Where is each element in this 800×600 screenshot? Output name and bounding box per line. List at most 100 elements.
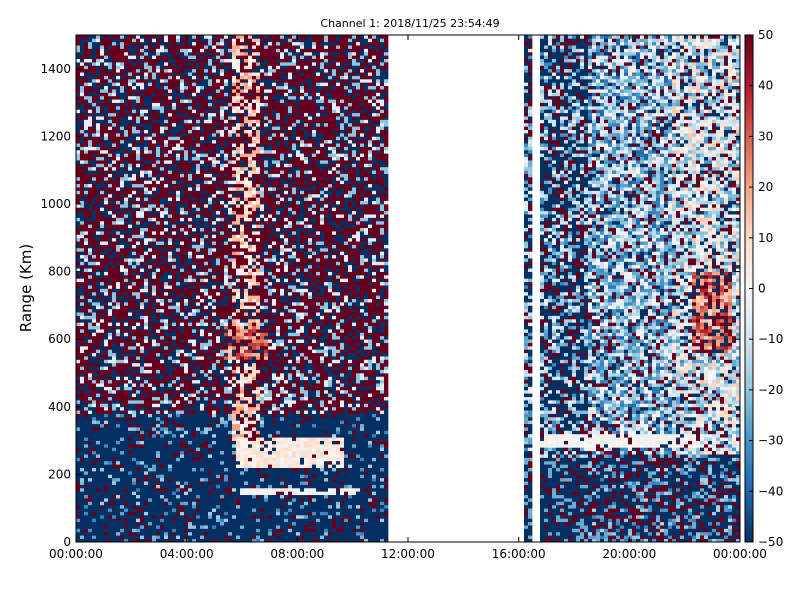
heatmap-column: [688, 35, 693, 543]
heatmap-column: [284, 35, 289, 543]
heatmap-column: [568, 35, 573, 543]
heatmap-column: [376, 35, 381, 543]
heatmap-column: [296, 35, 301, 543]
heatmap-column: [660, 35, 665, 543]
heatmap-column: [280, 35, 285, 543]
y-axis: 0 200 400 600 800 1000 1200 1400: [40, 62, 740, 549]
heatmap-column: [148, 35, 153, 543]
heatmap-column: [196, 35, 201, 543]
heatmap-column: [244, 35, 249, 543]
heatmap-column: [700, 35, 705, 543]
y-tick-label: 200: [48, 467, 71, 481]
heatmap-column: [632, 35, 637, 543]
heatmap-column: [548, 35, 553, 543]
heatmap-column: [604, 35, 609, 543]
heatmap-column: [736, 35, 741, 543]
heatmap-column: [732, 35, 737, 543]
heatmap-column: [236, 35, 241, 543]
heatmap-column: [372, 35, 377, 543]
heatmap-column: [348, 35, 353, 543]
heatmap-column: [272, 35, 277, 543]
colorbar-tick-label: −10: [758, 332, 783, 346]
heatmap-column: [656, 35, 661, 543]
heatmap-column: [220, 35, 225, 543]
heatmap-column: [200, 35, 205, 543]
heatmap-column: [584, 35, 589, 543]
heatmap-column: [224, 35, 229, 543]
heatmap-column: [588, 35, 593, 543]
heatmap-column: [180, 35, 185, 543]
x-tick-label: 04:00:00: [160, 547, 214, 561]
heatmap-column: [648, 35, 653, 543]
heatmap-column: [324, 35, 329, 543]
heatmap-column: [216, 35, 221, 543]
heatmap-column: [108, 35, 113, 543]
heatmap-column: [576, 35, 581, 543]
heatmap-column: [616, 35, 621, 543]
heatmap-column: [728, 35, 733, 543]
y-tick-label: 1400: [40, 62, 71, 76]
heatmap-column: [628, 35, 633, 543]
heatmap-column: [572, 35, 577, 543]
heatmap-column: [308, 35, 313, 543]
heatmap-column: [668, 35, 673, 543]
heatmap-column: [680, 35, 685, 543]
heatmap-column: [212, 35, 217, 543]
heatmap-column: [340, 35, 345, 543]
colorbar-ticks: 50 40 30 20 10 0 −10 −20 −30 −40 −50: [749, 28, 783, 549]
heatmap-column: [592, 35, 597, 543]
heatmap-column: [364, 35, 369, 543]
x-tick-label: 16:00:00: [492, 547, 546, 561]
colorbar-tick-label: −40: [758, 484, 783, 498]
heatmap-column: [724, 35, 729, 543]
heatmap-column: [144, 35, 149, 543]
heatmap-column: [596, 35, 601, 543]
y-tick-label: 1000: [40, 197, 71, 211]
heatmap-column: [684, 35, 689, 543]
heatmap-column: [652, 35, 657, 543]
y-axis-label: Range (Km): [17, 244, 35, 332]
heatmap-column: [116, 35, 121, 543]
y-tick-label: 600: [48, 332, 71, 346]
heatmap-column: [128, 35, 133, 543]
heatmap-column: [84, 35, 89, 543]
heatmap-column: [112, 35, 117, 543]
x-tick-label: 20:00:00: [602, 547, 656, 561]
heatmap-column: [188, 35, 193, 543]
heatmap-column: [580, 35, 585, 543]
heatmap-column: [156, 35, 161, 543]
x-tick-label: 08:00:00: [270, 547, 324, 561]
heatmap-column: [168, 35, 173, 543]
x-axis: 00:00:00 04:00:00 08:00:00 12:00:00 16:00:00…: [49, 35, 767, 561]
heatmap-column: [152, 35, 157, 543]
heatmap-column: [676, 35, 681, 543]
heatmap-column: [260, 35, 265, 543]
heatmap-column: [164, 35, 169, 543]
colorbar-tick-label: 30: [758, 129, 773, 143]
heatmap-column: [172, 35, 177, 543]
heatmap-column: [600, 35, 605, 543]
y-tick-label: 400: [48, 400, 71, 414]
heatmap-column: [268, 35, 273, 543]
heatmap-column: [176, 35, 181, 543]
heatmap-column: [120, 35, 125, 543]
heatmap-column: [552, 35, 557, 543]
heatmap-cells: [76, 35, 741, 543]
colorbar-tick-label: −30: [758, 434, 783, 448]
heatmap-column: [104, 35, 109, 543]
y-tick-label: 800: [48, 265, 71, 279]
heatmap-column: [204, 35, 209, 543]
heatmap-column: [360, 35, 365, 543]
heatmap-column: [636, 35, 641, 543]
heatmap-column: [96, 35, 101, 543]
heatmap-column: [560, 35, 565, 543]
heatmap-column: [232, 35, 237, 543]
heatmap-column: [208, 35, 213, 543]
colorbar-tick-label: 10: [758, 231, 773, 245]
heatmap-column: [352, 35, 357, 543]
heatmap-column: [336, 35, 341, 543]
heatmap-column: [240, 35, 245, 543]
heatmap-column: [300, 35, 305, 543]
heatmap-column: [228, 35, 233, 543]
